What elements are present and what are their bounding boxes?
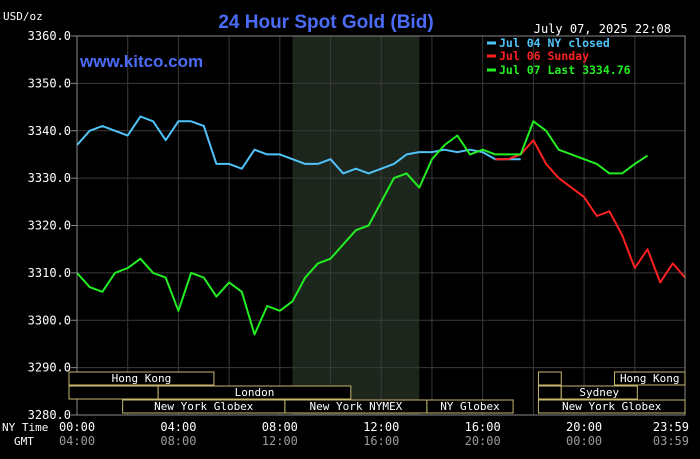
x-tick-label-gmt: 00:00: [566, 434, 602, 448]
legend-item-1: Jul 06 Sunday: [499, 49, 589, 63]
x-tick-label-ny: 08:00: [262, 420, 298, 434]
y-tick-label: 3340.0: [28, 124, 71, 138]
session-box: [68, 385, 159, 400]
session-label: Sydney: [579, 386, 619, 399]
grid: [76, 35, 685, 416]
ylabel: USD/oz: [3, 10, 43, 23]
series-lines: [76, 115, 686, 336]
session-label: NY Globex: [440, 400, 500, 413]
y-tick-label: 3280.0: [28, 408, 71, 422]
session-box: [614, 371, 686, 386]
legend-markers: [487, 41, 496, 72]
session-box: [426, 399, 514, 414]
x-row-label-ny: NY Time: [2, 421, 48, 434]
session-box: [68, 371, 215, 386]
x-tick-label-ny: 00:00: [59, 420, 95, 434]
session-box: [560, 385, 638, 400]
axis-labels: 3360.0 3350.0 3340.0 3330.0 3320.0 3310.0 3300…: [28, 29, 689, 448]
x-tick-label-gmt: 20:00: [465, 434, 501, 448]
x-tick-label-ny: 23:59: [653, 420, 689, 434]
x-tick-label-ny: 12:00: [363, 420, 399, 434]
session-box: [537, 399, 686, 414]
y-tick-label: 3310.0: [28, 266, 71, 280]
session-label: Hong Kong: [112, 372, 172, 385]
x-tick-label-gmt: 04:00: [59, 434, 95, 448]
y-tick-label: 3320.0: [28, 219, 71, 233]
x-tick-label-gmt: 16:00: [363, 434, 399, 448]
session-label: New York Globex: [154, 400, 254, 413]
x-tick-label-ny: 04:00: [160, 420, 196, 434]
timestamp: July 07, 2025 22:08: [534, 22, 671, 36]
legend-item-0: Jul 04 NY closed: [499, 36, 610, 50]
x-tick-label-ny: 16:00: [465, 420, 501, 434]
x-tick-label-gmt: 03:59: [653, 434, 689, 448]
x-tick-label-ny: 20:00: [566, 420, 602, 434]
y-tick-label: 3330.0: [28, 171, 71, 185]
series-line-1: [495, 139, 686, 284]
y-tick-label: 3360.0: [28, 29, 71, 43]
y-tick-label: 3290.0: [28, 361, 71, 375]
session-label: London: [235, 386, 275, 399]
legend-item-2: Jul 07 Last 3334.76: [499, 63, 631, 77]
x-row-label-gmt: GMT: [14, 435, 34, 448]
session-box: [537, 371, 562, 386]
session-label: New York Globex: [562, 400, 662, 413]
watermark: www.kitco.com: [79, 52, 203, 71]
series-line-0: [76, 115, 521, 175]
y-tick-label: 3300.0: [28, 313, 71, 327]
y-tick-label: 3350.0: [28, 76, 71, 90]
chart-title: 24 Hour Spot Gold (Bid): [218, 12, 433, 33]
series-line-2: [76, 120, 649, 336]
session-label: Hong Kong: [620, 372, 680, 385]
x-tick-label-gmt: 08:00: [160, 434, 196, 448]
session-label: New York NYMEX: [310, 400, 403, 413]
x-tick-label-gmt: 12:00: [262, 434, 298, 448]
session-box: [157, 385, 352, 400]
session-box: [537, 385, 562, 400]
